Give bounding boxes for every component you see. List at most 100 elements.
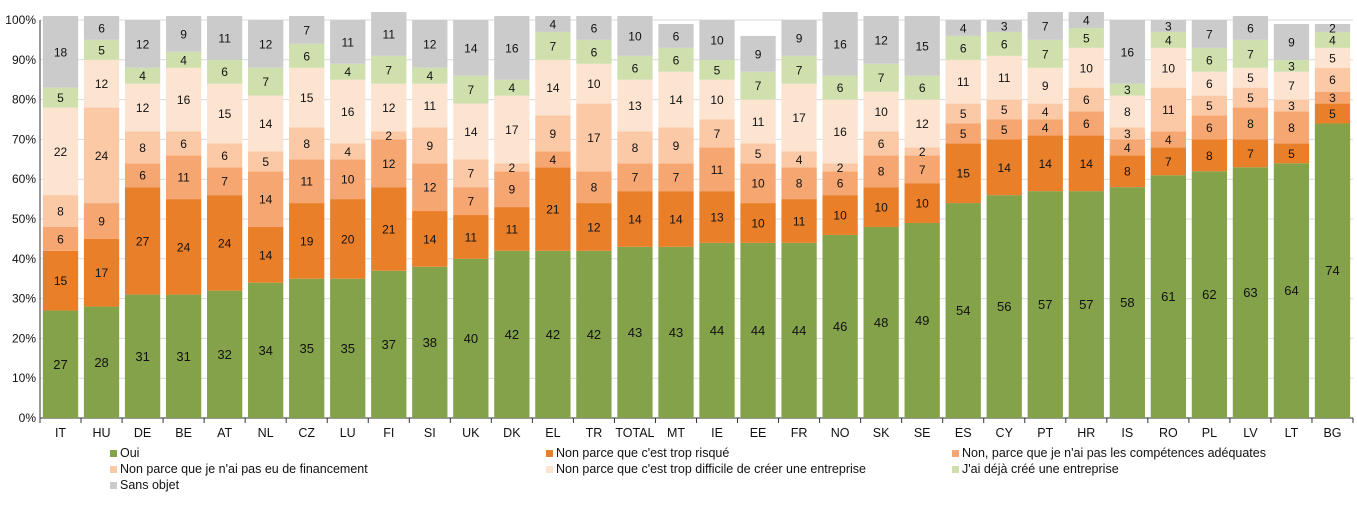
bar-segment: [1150, 31, 1187, 48]
data-label: 6: [57, 232, 64, 246]
bar-segment: [740, 163, 776, 204]
bar-segment: [658, 127, 694, 164]
bar-segment: [248, 282, 284, 418]
bar-segment: [42, 310, 79, 418]
bar-segment: [1109, 155, 1145, 188]
bar-segment: [412, 163, 448, 212]
x-tick-label: CZ: [298, 426, 315, 440]
data-label: 10: [915, 197, 929, 211]
bar-segment: [617, 246, 653, 418]
data-label: 46: [833, 319, 847, 334]
legend-swatch: [546, 449, 553, 457]
bar-segment: [535, 250, 571, 418]
data-label: 7: [1288, 79, 1295, 93]
data-label: 5: [1001, 103, 1008, 117]
data-label: 58: [1120, 295, 1134, 310]
bar-segment: [1232, 87, 1269, 108]
data-label: 4: [1042, 105, 1049, 119]
x-tick-label: IE: [711, 426, 723, 440]
data-label: 14: [669, 93, 683, 107]
data-label: 9: [1288, 35, 1295, 49]
x-tick-label: SI: [424, 426, 436, 440]
data-label: 4: [139, 69, 146, 83]
data-label: 7: [919, 163, 926, 177]
bar-segment: [330, 199, 366, 279]
bar-segment: [206, 167, 243, 196]
bar-segment: [412, 266, 448, 418]
bar-segment: [165, 16, 202, 52]
data-label: 4: [1124, 141, 1131, 155]
bar-segment: [1109, 20, 1145, 84]
data-label: 61: [1161, 289, 1175, 304]
data-label: 7: [1247, 47, 1254, 61]
bar-segment: [165, 294, 202, 418]
data-label: 57: [1038, 297, 1052, 312]
bar-segment: [1191, 171, 1228, 418]
data-label: 10: [833, 209, 847, 223]
legend-swatch: [952, 465, 959, 473]
data-label: 7: [303, 23, 310, 37]
data-label: 14: [628, 213, 642, 227]
bar-segment: [945, 35, 981, 60]
data-label: 8: [796, 177, 803, 191]
data-label: 42: [505, 327, 519, 342]
data-label: 15: [218, 107, 232, 121]
bar-segment: [535, 31, 571, 60]
x-tick-label: AT: [217, 426, 232, 440]
data-label: 8: [1247, 117, 1254, 131]
data-label: 19: [300, 234, 314, 248]
data-label: 7: [1042, 19, 1049, 33]
bar-segment: [453, 75, 489, 104]
data-label: 7: [714, 127, 721, 141]
data-label: 4: [1329, 33, 1336, 47]
bar-segment: [576, 203, 612, 251]
bar-segment: [863, 16, 899, 64]
x-tick-label: TR: [586, 426, 603, 440]
data-label: 49: [915, 313, 929, 328]
bar-segment: [453, 20, 489, 76]
data-label: 12: [382, 101, 396, 115]
bar-segment: [412, 67, 448, 84]
bar-segment: [945, 103, 981, 124]
data-label: 16: [833, 125, 847, 139]
bar-segment: [699, 119, 735, 148]
data-label: 44: [710, 323, 724, 338]
data-label: 10: [710, 93, 724, 107]
data-label: 15: [54, 274, 68, 288]
data-label: 6: [1247, 21, 1254, 35]
data-label: 3: [1124, 127, 1131, 141]
bar-segment: [1191, 20, 1228, 48]
bar-segment: [124, 294, 161, 418]
data-label: 8: [1206, 149, 1213, 163]
data-label: 7: [755, 79, 762, 93]
bar-segment: [248, 67, 284, 96]
stacked-bar-chart: 0%10%20%30%40%50%60%70%80%90%100%2715682…: [5, 12, 1354, 440]
bar-segment: [1150, 175, 1187, 418]
bar-segment: [781, 167, 817, 200]
bar-segment: [781, 20, 817, 56]
x-tick-label: DE: [134, 426, 151, 440]
bar-segment: [822, 99, 858, 164]
bar-segment: [453, 215, 489, 259]
data-label: 5: [98, 43, 105, 57]
data-label: 10: [710, 33, 724, 47]
bar-segment: [1150, 87, 1187, 132]
bar-segment: [1314, 103, 1351, 124]
data-label: 7: [467, 195, 474, 209]
bar-segment: [1068, 191, 1104, 418]
bar-segment: [42, 87, 79, 108]
bar-segment: [781, 199, 817, 243]
data-label: 6: [1206, 53, 1213, 67]
bar-segment: [206, 16, 243, 60]
data-label: 3: [1329, 91, 1336, 105]
data-label: 38: [423, 335, 437, 350]
bar-segment: [1027, 39, 1063, 68]
bar-segment: [206, 59, 243, 84]
data-label: 6: [878, 137, 885, 151]
bar-segment: [740, 143, 776, 164]
data-label: 13: [628, 99, 642, 113]
data-label: 24: [177, 240, 191, 254]
bar-segment: [945, 123, 981, 144]
data-label: 4: [344, 65, 351, 79]
bar-segment: [986, 139, 1022, 196]
